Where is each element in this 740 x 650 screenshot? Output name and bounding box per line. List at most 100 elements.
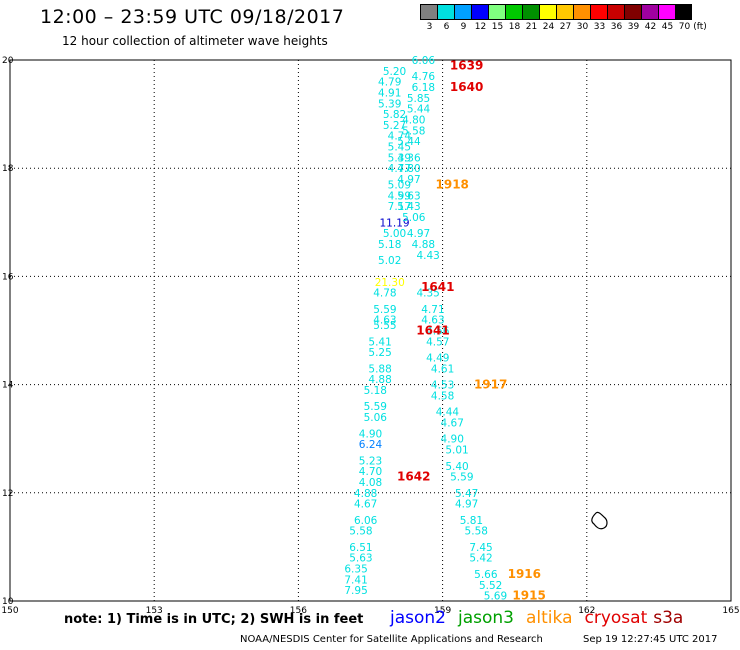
wave-height-point: 5.63 xyxy=(349,553,372,565)
satellite-cryosat-label: cryosat xyxy=(584,608,648,628)
satellite-altika-label: altika xyxy=(526,608,573,628)
wave-height-point: 4.97 xyxy=(455,499,478,511)
wave-height-point: 4.78 xyxy=(373,288,396,300)
color-scale-swatch xyxy=(454,4,471,20)
color-scale-swatch xyxy=(522,4,539,20)
wave-height-point: 5.42 xyxy=(469,553,492,565)
wave-height-point: 5.00 xyxy=(383,228,406,240)
color-scale-label: 21 xyxy=(525,22,538,32)
wave-height-point: 4.67 xyxy=(441,417,464,429)
wave-height-point: 4.36 xyxy=(397,152,421,164)
pass-time-label: 1916 xyxy=(508,567,541,581)
wave-height-point: 4.90 xyxy=(441,434,464,446)
wave-height-point: 4.56 xyxy=(426,326,450,338)
footer-credit: NOAA/NESDIS Center for Satellite Applica… xyxy=(240,634,543,645)
wave-height-point: 4.79 xyxy=(378,77,401,89)
x-tick-label: 162 xyxy=(578,606,595,616)
wave-height-point: 4.71 xyxy=(421,304,444,316)
color-scale-label: 42 xyxy=(644,22,657,32)
pass-time-label: 1641 xyxy=(416,324,449,338)
coastline-shape xyxy=(591,511,608,530)
wave-height-point: 5.40 xyxy=(445,461,468,473)
color-scale-swatch xyxy=(658,4,675,20)
x-tick-label: 153 xyxy=(146,606,163,616)
color-scale-label: 18 xyxy=(508,22,521,32)
wave-height-point: 4.80 xyxy=(402,115,425,127)
color-scale-label: 12 xyxy=(474,22,487,32)
color-scale-swatch xyxy=(573,4,590,20)
axis-ticks: 150 153 156 159 162 165 10 12 14 16 18 20 xyxy=(1,56,739,616)
color-scale-label: 15 xyxy=(491,22,504,32)
satellite-s3a-label: s3a xyxy=(653,608,684,628)
wave-height-point: 4.88 xyxy=(354,488,377,500)
pass-time-label: 1640 xyxy=(450,80,483,94)
plot-area xyxy=(9,59,732,602)
x-tick-label: 156 xyxy=(290,606,307,616)
wave-height-point: 4.58 xyxy=(431,390,454,402)
wave-height-point: 5.55 xyxy=(373,320,396,332)
wave-height-point: 5.58 xyxy=(402,125,425,137)
wave-height-point: 21.30 xyxy=(375,277,405,289)
wave-height-point: 11.19 xyxy=(380,217,410,229)
color-scale-label: 36 xyxy=(610,22,623,32)
y-tick-label: 20 xyxy=(2,56,14,66)
wave-height-point: 7.45 xyxy=(469,542,492,554)
wave-height-point: 5.88 xyxy=(368,363,391,375)
wave-height-point: 5.41 xyxy=(368,336,391,348)
color-scale-label: 33 xyxy=(593,22,606,32)
wave-height-point: 4.90 xyxy=(359,428,382,440)
x-tick-label: 150 xyxy=(1,606,18,616)
wave-height-point: 4.61 xyxy=(431,363,454,375)
wave-height-point: 4.97 xyxy=(397,174,420,186)
data-marks: 5.204.794.915.395.825.274.745.455.394.77… xyxy=(344,55,545,603)
wave-height-point: 5.06 xyxy=(402,212,426,224)
color-scale-swatch xyxy=(641,4,658,20)
wave-height-point: 5.59 xyxy=(364,401,387,413)
color-scale-border xyxy=(420,4,692,20)
wave-height-point: 5.47 xyxy=(455,488,478,500)
wave-height-point: 5.81 xyxy=(460,515,483,527)
grid-lines xyxy=(10,60,731,601)
wave-height-point: 4.76 xyxy=(412,71,436,83)
wave-height-point: 6.35 xyxy=(344,564,367,576)
wave-height-point: 6.06 xyxy=(354,515,378,527)
wave-height-point: 6.06 xyxy=(412,55,436,67)
wave-height-point: 4.99 xyxy=(388,190,411,202)
wave-height-point: 6.18 xyxy=(412,82,435,94)
wave-height-point: 4.74 xyxy=(388,131,412,143)
wave-height-point: 5.18 xyxy=(378,239,401,251)
color-scale-label: 30 xyxy=(576,22,589,32)
color-scale-label: 24 xyxy=(542,22,555,32)
color-scale-swatch xyxy=(590,4,607,20)
wave-height-point: 5.27 xyxy=(383,120,406,132)
wave-height-point: 5.45 xyxy=(388,142,411,154)
pass-time-label: 1915 xyxy=(512,589,545,603)
wave-height-point: 4.88 xyxy=(412,239,435,251)
color-scale-label: 27 xyxy=(559,22,572,32)
y-tick-label: 12 xyxy=(2,489,13,499)
footer-note: note: 1) Time is in UTC; 2) SWH is in fe… xyxy=(64,612,364,627)
wave-height-point: 7.95 xyxy=(344,585,367,597)
wave-height-point: 4.67 xyxy=(354,499,377,511)
satellite-jason2-label: jason2 xyxy=(390,608,446,628)
color-scale-unit: (ft) xyxy=(693,22,707,32)
color-scale-swatch xyxy=(437,4,454,20)
wave-height-point: 5.63 xyxy=(397,190,420,202)
wave-height-point: 6.24 xyxy=(359,439,383,451)
wave-height-point: 5.59 xyxy=(450,472,473,484)
color-scale-label: 9 xyxy=(460,22,467,32)
wave-height-point: 4.97 xyxy=(407,228,430,240)
wave-height-point: 5.09 xyxy=(388,179,411,191)
color-scale-label: 45 xyxy=(661,22,674,32)
x-tick-label: 165 xyxy=(722,606,739,616)
wave-height-point: 4.08 xyxy=(359,477,382,489)
color-scale-swatch xyxy=(556,4,573,20)
wave-height-point: 5.52 xyxy=(479,580,502,592)
wave-height-point: 4.57 xyxy=(426,336,449,348)
wave-height-point: 4.70 xyxy=(359,466,382,478)
color-scale-swatch xyxy=(488,4,505,20)
wave-height-point: 5.20 xyxy=(383,66,406,78)
wave-height-point: 6.51 xyxy=(349,542,372,554)
footer-timestamp: Sep 19 12:27:45 UTC 2017 xyxy=(583,634,718,645)
